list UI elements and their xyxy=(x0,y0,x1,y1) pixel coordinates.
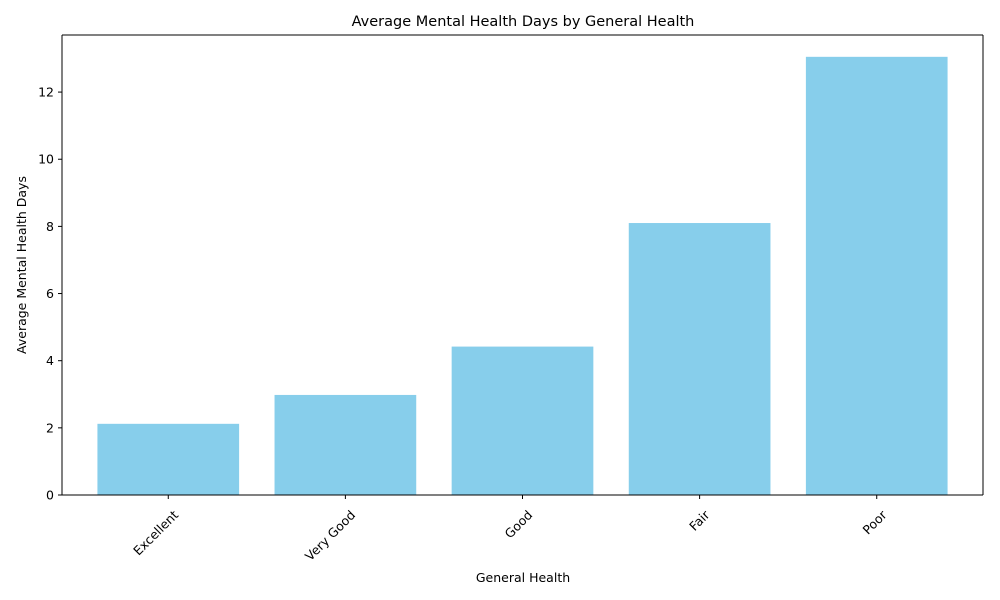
y-tick-label: 12 xyxy=(38,85,54,100)
bar-excellent xyxy=(97,423,240,495)
y-tick-label: 2 xyxy=(46,420,54,435)
y-tick-label: 8 xyxy=(46,219,54,234)
x-axis-ticks: Excellent Very Good Good Fair Poor xyxy=(130,495,890,564)
x-tick-label: Very Good xyxy=(302,507,358,563)
y-axis-ticks: 0 2 4 6 8 10 12 xyxy=(38,85,62,503)
x-tick-label: Poor xyxy=(860,507,891,538)
x-tick-label: Fair xyxy=(686,507,713,534)
bar-poor xyxy=(805,56,948,495)
y-tick-label: 10 xyxy=(38,152,54,167)
y-tick-label: 4 xyxy=(46,353,54,368)
chart-title: Average Mental Health Days by General He… xyxy=(352,14,695,30)
x-tick-label: Excellent xyxy=(130,507,181,558)
x-tick-label: Good xyxy=(502,507,536,541)
x-axis-label: General Health xyxy=(476,570,570,585)
bar-very-good xyxy=(274,394,417,495)
y-axis-label: Average Mental Health Days xyxy=(14,176,29,354)
y-tick-label: 6 xyxy=(46,286,54,301)
bar-fair xyxy=(628,223,771,496)
axes-frame xyxy=(61,34,984,496)
y-tick-label: 0 xyxy=(46,488,54,503)
bars-layer xyxy=(97,56,948,496)
bar-good xyxy=(451,346,594,495)
